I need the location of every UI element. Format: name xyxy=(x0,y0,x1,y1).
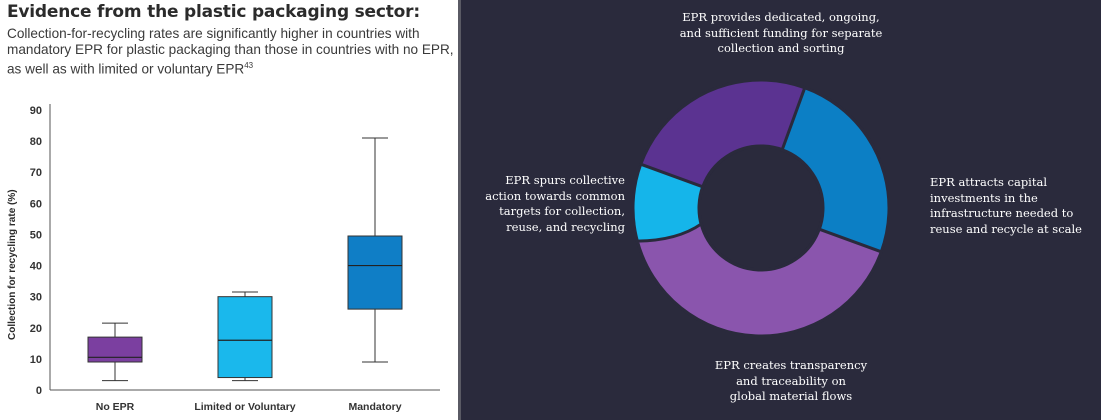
node-investment-text: EPR attracts capital investments in the … xyxy=(930,175,1082,236)
y-tick-label: 60 xyxy=(30,198,42,210)
x-category-label: Mandatory xyxy=(348,401,401,413)
panel-divider xyxy=(458,0,461,420)
y-tick-label: 80 xyxy=(30,136,42,148)
y-tick-label: 90 xyxy=(30,105,42,117)
iqr-box xyxy=(347,235,403,310)
cycle-center xyxy=(701,148,821,268)
y-tick-label: 0 xyxy=(36,385,42,397)
y-axis-title: Collection for recycling rate (%) xyxy=(7,189,18,340)
footnote-ref: 43 xyxy=(244,61,254,70)
y-tick-label: 20 xyxy=(30,323,42,335)
y-tick-label: 30 xyxy=(30,292,42,304)
node-funding-text: EPR provides dedicated, ongoing, and suf… xyxy=(679,10,883,55)
x-category-label: Limited or Voluntary xyxy=(194,401,295,413)
x-category-label: No EPR xyxy=(96,401,135,413)
cycle-diagram-panel: EPR provides dedicated, ongoing, and suf… xyxy=(461,0,1101,420)
chart-panel: Evidence from the plastic packaging sect… xyxy=(0,0,458,420)
node-transparency-text: EPR creates transparency and traceabilit… xyxy=(714,358,868,403)
subtitle-text: Collection-for-recycling rates are signi… xyxy=(7,26,454,77)
iqr-box xyxy=(217,296,273,379)
box-no-epr xyxy=(87,322,143,382)
y-tick-label: 10 xyxy=(30,354,42,366)
boxplot-chart: 0 10 20 30 40 50 60 70 80 90 No EPR Limited or Volu… xyxy=(30,104,440,413)
y-tick-label: 50 xyxy=(30,229,42,241)
panel-subtitle: Collection-for-recycling rates are signi… xyxy=(7,26,455,78)
panel-heading: Evidence from the plastic packaging sect… xyxy=(7,2,420,22)
iqr-box xyxy=(87,336,143,363)
y-tick-label: 70 xyxy=(30,167,42,179)
node-collective-action-text: EPR spurs collective action towards comm… xyxy=(485,173,625,234)
box-limited-or-voluntary xyxy=(217,291,273,382)
cycle-segment-2 xyxy=(635,221,884,338)
cycle-diagram xyxy=(631,78,891,338)
y-tick-label: 40 xyxy=(30,261,42,273)
box-mandatory xyxy=(347,137,403,363)
